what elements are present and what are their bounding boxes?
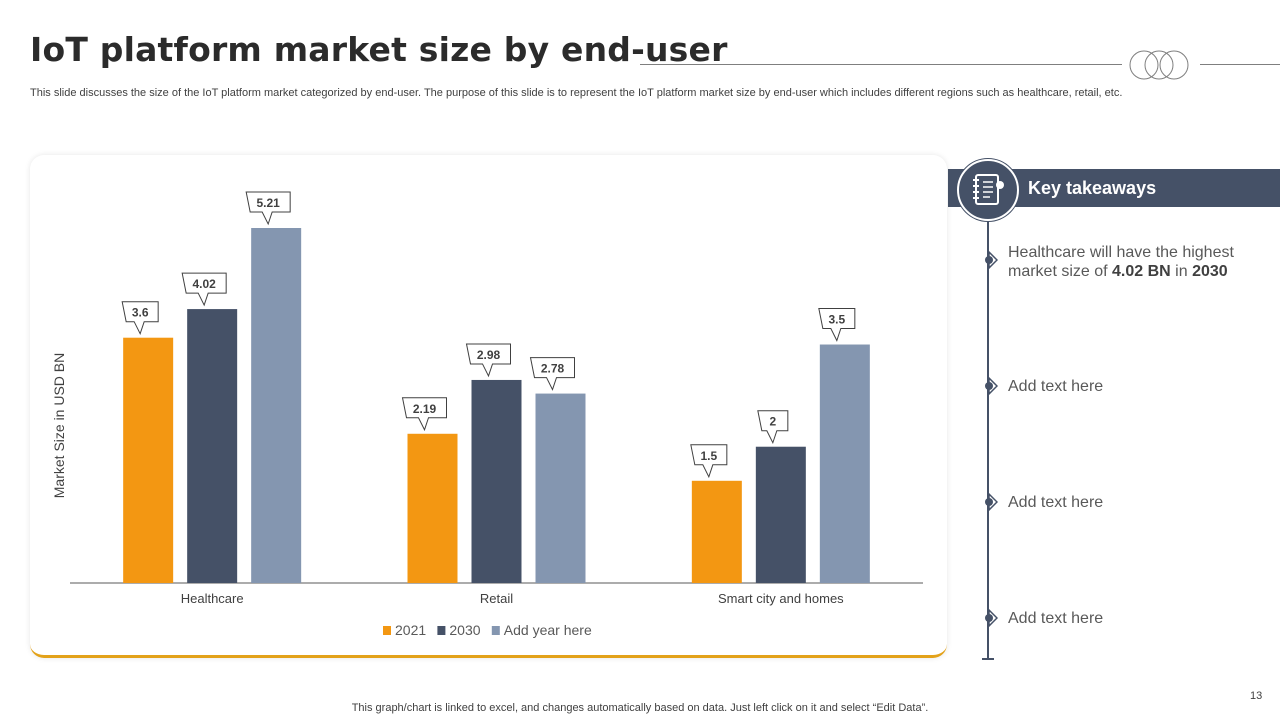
legend-swatch	[437, 626, 446, 635]
data-label: 5.21	[256, 196, 280, 210]
slide-description: This slide discusses the size of the IoT…	[30, 87, 1123, 99]
footer-note: This graph/chart is linked to excel, and…	[351, 702, 929, 714]
data-label-callout	[529, 357, 575, 391]
legend-item: Add year here	[504, 622, 592, 638]
timeline-end-cap	[982, 658, 994, 660]
legend-swatch	[383, 626, 391, 635]
bar-2030	[755, 446, 806, 583]
bar-add-year-here	[819, 344, 870, 583]
x-tick-label: Smart city and homes	[718, 591, 844, 606]
timeline-marker-icon	[985, 609, 998, 627]
data-label: 2.98	[477, 348, 501, 362]
rings-decoration-icon	[1129, 50, 1189, 80]
data-label: 3.5	[828, 313, 845, 327]
data-label-callout	[690, 444, 728, 479]
key-takeaways-badge	[957, 159, 1019, 221]
key-takeaways-title: Key takeaways	[1028, 178, 1157, 198]
takeaway-item-4[interactable]: Add text here	[1008, 610, 1104, 627]
bar-2030	[471, 379, 522, 583]
data-label: 3.6	[132, 306, 149, 320]
data-label-callout	[818, 308, 856, 342]
chart-card[interactable]: Market Size in USD BN 3.6 4.02 5.21 Healthca…	[30, 155, 947, 658]
takeaway-item-1: Healthcare will have the highest market …	[1008, 244, 1234, 280]
data-label: 2.19	[413, 402, 437, 416]
data-label: 1.5	[700, 449, 717, 463]
data-label: 4.02	[192, 277, 216, 291]
data-label-callout	[757, 410, 789, 445]
data-label: 2.78	[541, 362, 565, 376]
legend-swatch	[491, 626, 500, 635]
bar-2021	[691, 480, 742, 583]
bar-2021	[407, 433, 458, 583]
bar-2030	[187, 309, 238, 583]
bar-chart[interactable]: Market Size in USD BN 3.6 4.02 5.21 Healthca…	[30, 155, 947, 655]
title-divider-line-right	[1200, 64, 1280, 65]
x-tick-label: Healthcare	[181, 591, 244, 606]
timeline-marker-icon	[985, 377, 998, 395]
takeaway-item-2[interactable]: Add text here	[1008, 378, 1104, 395]
page-number: 13	[1250, 690, 1263, 702]
data-label-callout	[401, 397, 447, 432]
bar-add-year-here	[535, 393, 586, 583]
data-label-callout	[121, 301, 159, 336]
data-label-callout	[465, 343, 511, 378]
timeline-line	[987, 217, 989, 659]
bar-add-year-here	[251, 228, 302, 583]
y-axis-label: Market Size in USD BN	[51, 353, 67, 498]
timeline-marker-icon	[985, 493, 998, 511]
data-label: 2	[769, 415, 776, 429]
data-label-callout	[245, 191, 291, 226]
bar-2021	[123, 337, 174, 583]
x-tick-label: Retail	[480, 591, 513, 606]
page-title: IoT platform market size by end-user	[30, 30, 728, 69]
title-divider-line	[640, 64, 1122, 65]
legend-item: 2030	[449, 622, 480, 638]
timeline-marker-icon	[985, 251, 998, 269]
legend-item: 2021	[395, 622, 426, 638]
notebook-icon	[973, 174, 1004, 205]
takeaway-item-3[interactable]: Add text here	[1008, 494, 1104, 511]
data-label-callout	[181, 272, 227, 307]
